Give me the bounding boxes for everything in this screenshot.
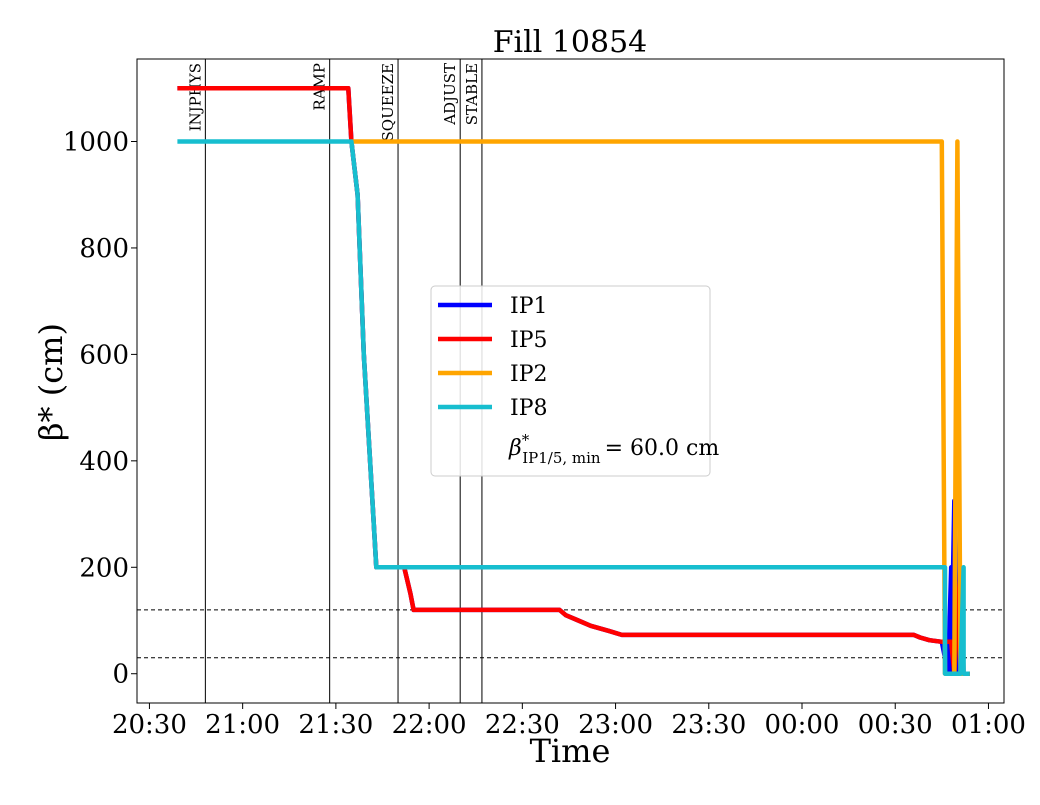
x-tick-label: 23:00 bbox=[578, 710, 653, 740]
legend-label-ip5: IP5 bbox=[510, 328, 548, 353]
x-tick-label: 00:30 bbox=[858, 710, 933, 740]
x-tick-label: 00:00 bbox=[765, 710, 840, 740]
y-tick-label: 200 bbox=[79, 553, 129, 583]
x-tick-label: 22:00 bbox=[392, 710, 467, 740]
beta-superscript: * bbox=[522, 431, 530, 449]
phase-label-stable: STABLE bbox=[463, 63, 481, 125]
y-tick-label: 400 bbox=[79, 447, 129, 477]
phase-label-squeeze: SQUEEZE bbox=[379, 63, 397, 142]
legend-entry-beta-min: β* IP1/5, min = 60.0 cm bbox=[508, 431, 719, 467]
series-line-ip8 bbox=[177, 139, 970, 676]
chart-title: Fill 10854 bbox=[493, 25, 648, 60]
legend: IP1 IP5 IP2 IP8 β* IP1/5, min = 60.0 cm bbox=[430, 285, 719, 477]
legend-label-ip8: IP8 bbox=[510, 396, 548, 421]
phase-label-adjust: ADJUST bbox=[441, 63, 459, 126]
x-tick-label: 23:30 bbox=[671, 710, 746, 740]
x-axis-label: Time bbox=[530, 732, 611, 770]
legend-box bbox=[430, 285, 711, 477]
x-tick-label: 22:30 bbox=[485, 710, 560, 740]
x-tick-label: 20:30 bbox=[112, 710, 187, 740]
x-tick-label: 21:30 bbox=[298, 710, 373, 740]
plot-area: INJPHYS RAMP SQUEEZE ADJUST STABLE bbox=[137, 59, 1004, 703]
beta-subscript: IP1/5, min bbox=[522, 449, 601, 467]
y-tick-label: 800 bbox=[79, 234, 129, 264]
y-tick-label: 600 bbox=[79, 340, 129, 370]
beta-symbol: β bbox=[508, 436, 522, 461]
x-tick-label: 21:00 bbox=[205, 710, 280, 740]
plot-frame bbox=[136, 58, 1005, 704]
y-tick-label: 0 bbox=[112, 660, 129, 690]
beta-value: = 60.0 cm bbox=[605, 436, 720, 461]
legend-label-ip1: IP1 bbox=[510, 294, 548, 319]
y-tick-label: 1000 bbox=[63, 127, 129, 157]
axis-ticks: 20:30 21:00 21:30 22:00 22:30 23:00 23:30 00:00… bbox=[63, 127, 1026, 740]
legend-label-ip2: IP2 bbox=[510, 362, 548, 387]
y-axis-label: β* (cm) bbox=[32, 323, 70, 441]
x-tick-label: 01:00 bbox=[951, 710, 1026, 740]
phase-label-injphys: INJPHYS bbox=[186, 63, 204, 131]
